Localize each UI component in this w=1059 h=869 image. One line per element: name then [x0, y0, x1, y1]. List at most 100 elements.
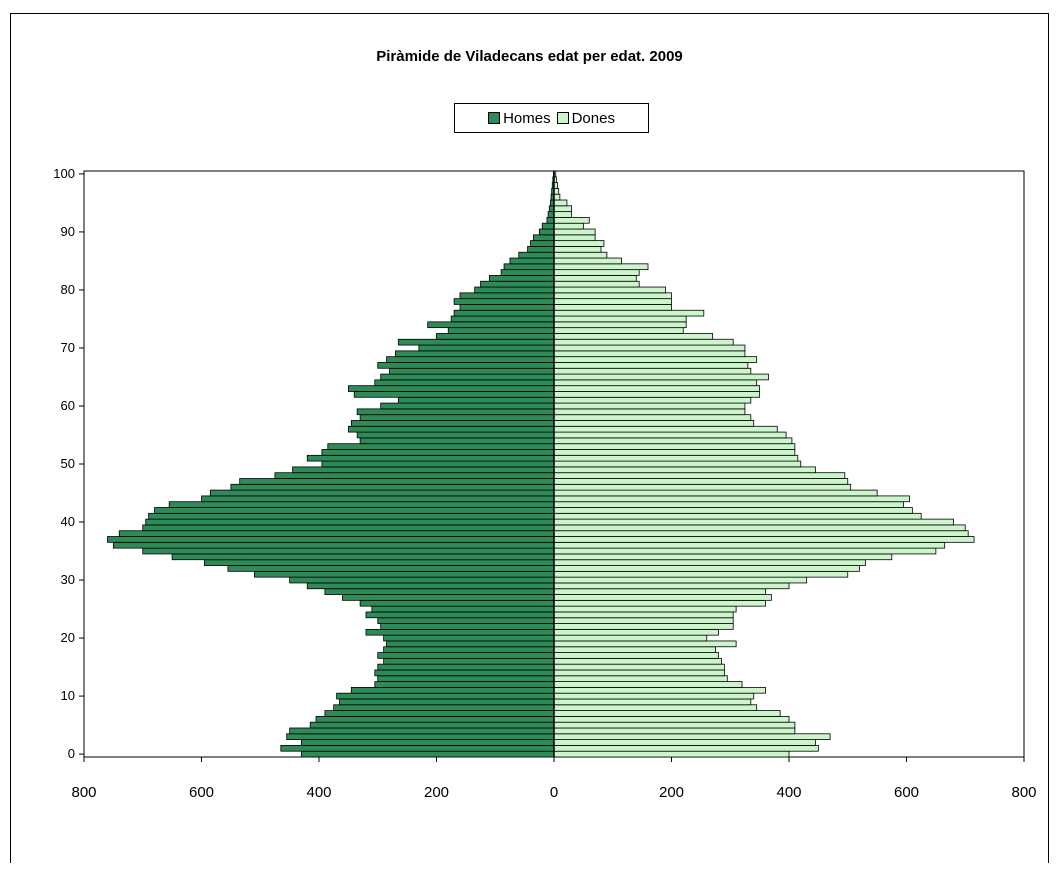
bar-homes-age-69: [394, 350, 555, 358]
bar-homes-age-42: [154, 507, 555, 514]
legend-item-dones: Dones: [556, 110, 615, 127]
bar-homes-age-4: [289, 727, 555, 735]
y-tick-label-30: 30: [61, 572, 75, 587]
bar-homes-age-57: [350, 420, 555, 427]
bar-homes-age-82: [488, 275, 555, 282]
bar-homes-age-53: [327, 443, 555, 450]
bar-dones-age-62: [553, 391, 761, 398]
bar-dones-age-24: [553, 611, 734, 619]
x-axis: 800 600 400 200 0 200 400 600 800: [71, 757, 1037, 801]
bar-homes-age-24: [365, 611, 555, 619]
bar-homes-age-67: [377, 362, 555, 369]
bar-homes-age-47: [239, 478, 555, 485]
bar-dones-age-79: [553, 292, 672, 300]
bar-homes-age-39: [142, 524, 555, 532]
bar-dones-age-0: [553, 750, 790, 758]
bar-dones-age-33: [553, 559, 866, 566]
bar-dones-age-91: [553, 222, 584, 230]
bar-dones-age-66: [553, 367, 752, 375]
bar-homes-age-72: [436, 333, 555, 340]
bar-homes-age-68: [386, 356, 555, 363]
bar-dones-age-10: [553, 692, 755, 700]
bar-homes-age-14: [374, 669, 555, 677]
bar-homes-age-74: [427, 321, 555, 329]
bar-homes-age-50: [321, 460, 555, 468]
bar-dones-age-92: [553, 217, 590, 224]
bar-dones-age-8: [553, 704, 758, 711]
bar-dones-age-20: [553, 634, 708, 642]
bar-dones-age-65: [553, 373, 769, 381]
bar-homes-age-10: [336, 692, 555, 700]
legend: Homes Dones: [454, 103, 649, 133]
bar-homes-age-52: [321, 449, 555, 456]
bar-dones-age-53: [553, 443, 796, 450]
bar-homes-age-35: [142, 547, 555, 555]
bar-homes-age-65: [380, 373, 555, 381]
y-tick-label-60: 60: [61, 398, 75, 413]
bar-dones-age-14: [553, 669, 725, 677]
bar-homes-age-70: [418, 344, 555, 352]
bar-dones-age-19: [553, 640, 737, 648]
x-tick-label-0: 800: [71, 784, 96, 801]
bar-homes-age-93: [547, 211, 555, 218]
bar-dones-age-31: [553, 570, 849, 578]
bar-dones-age-74: [553, 321, 687, 329]
bar-homes-age-38: [118, 530, 555, 537]
bar-dones-age-89: [553, 234, 596, 242]
legend-swatch-homes: [488, 112, 501, 124]
y-tick-label-20: 20: [61, 630, 75, 645]
x-tick-label-4: 0: [550, 784, 558, 801]
bar-homes-age-85: [509, 257, 555, 265]
bar-dones-age-95: [553, 199, 568, 207]
bar-dones-age-4: [553, 727, 796, 735]
bar-dones-age-44: [553, 495, 910, 503]
bar-dones-age-76: [553, 309, 705, 317]
bar-dones-age-25: [553, 605, 737, 613]
bar-dones-age-69: [553, 350, 746, 358]
bar-dones-age-57: [553, 420, 755, 427]
bar-homes-age-26: [359, 599, 555, 607]
bar-dones-age-6: [553, 715, 790, 723]
bar-homes-age-71: [397, 338, 555, 346]
y-tick-label-50: 50: [61, 456, 75, 471]
bar-homes-age-84: [503, 263, 555, 271]
bar-dones-age-60: [553, 402, 746, 410]
bar-dones-age-75: [553, 315, 687, 323]
bar-dones-age-90: [553, 228, 596, 236]
bar-dones-age-50: [553, 460, 802, 468]
bar-homes-age-16: [383, 657, 555, 665]
bar-dones-age-3: [553, 733, 831, 740]
bar-homes-age-92: [546, 217, 555, 224]
bar-homes-age-55: [356, 431, 555, 439]
bar-dones-age-51: [553, 454, 799, 462]
bar-homes-age-77: [459, 304, 555, 311]
bar-homes-age-37: [107, 536, 555, 543]
bar-homes-age-2: [300, 739, 555, 746]
bar-homes-age-18: [383, 646, 555, 653]
y-tick-label-90: 90: [61, 224, 75, 239]
bar-dones-age-85: [553, 257, 622, 265]
bar-homes-age-61: [397, 396, 555, 404]
bar-dones-age-46: [553, 483, 852, 491]
bar-homes-age-31: [253, 570, 555, 578]
bar-homes-age-88: [530, 240, 555, 247]
bar-dones-age-26: [553, 599, 766, 607]
bar-dones-age-77: [553, 304, 672, 311]
bar-homes-age-43: [168, 501, 555, 508]
bar-dones-age-37: [553, 536, 975, 543]
bar-homes-age-36: [112, 541, 555, 549]
bar-dones-age-29: [553, 582, 790, 590]
x-tick-label-7: 600: [894, 784, 919, 801]
bar-homes-age-48: [274, 472, 555, 479]
bar-homes-age-63: [347, 385, 555, 392]
bar-dones-age-67: [553, 362, 749, 369]
bar-homes-age-8: [333, 704, 555, 711]
bar-dones-age-86: [553, 251, 608, 259]
bar-homes-age-5: [309, 721, 555, 729]
bar-dones-age-64: [553, 379, 758, 387]
bar-dones-age-38: [553, 530, 969, 537]
bar-dones-age-28: [553, 588, 766, 595]
bar-homes-age-78: [453, 298, 555, 305]
bar-homes-age-58: [359, 414, 555, 421]
